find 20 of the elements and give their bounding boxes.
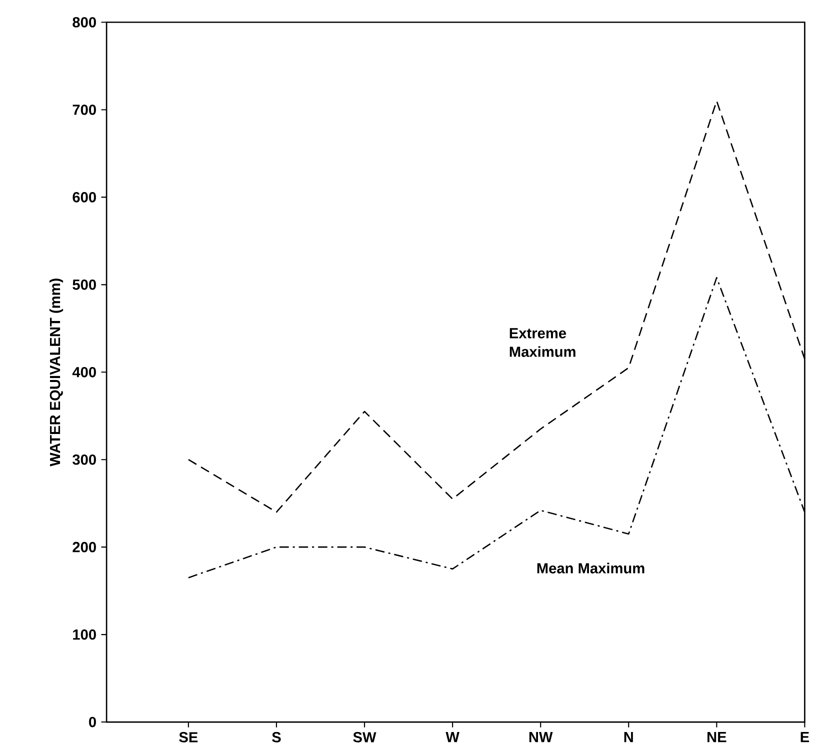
x-tick-label: E [800, 732, 809, 742]
x-tick-label: NE [707, 732, 726, 742]
y-tick-label: 500 [72, 280, 96, 290]
x-tick-label: SE [179, 732, 198, 742]
y-tick-label: 700 [72, 104, 96, 115]
y-tick-label: 100 [73, 629, 96, 640]
x-tick-label: S [272, 732, 281, 742]
x-tick-label: NW [529, 732, 553, 742]
x-tick-label: W [446, 732, 460, 742]
y-tick-label: 0 [89, 716, 96, 728]
y-tick-label: 800 [72, 17, 96, 28]
x-tick-label: N [624, 732, 633, 742]
text: Mean Maximum [537, 562, 644, 574]
y-tick-label: 600 [72, 192, 96, 202]
y-tick-label: 400 [72, 367, 96, 378]
y-tick-label: 300 [72, 454, 96, 465]
text: Extreme Maximum [510, 328, 576, 357]
x-tick-label: SW [353, 732, 376, 742]
y-axis-title: WATER EQUIVALENT (mm) [49, 278, 64, 466]
y-tick-label: 200 [72, 542, 96, 552]
